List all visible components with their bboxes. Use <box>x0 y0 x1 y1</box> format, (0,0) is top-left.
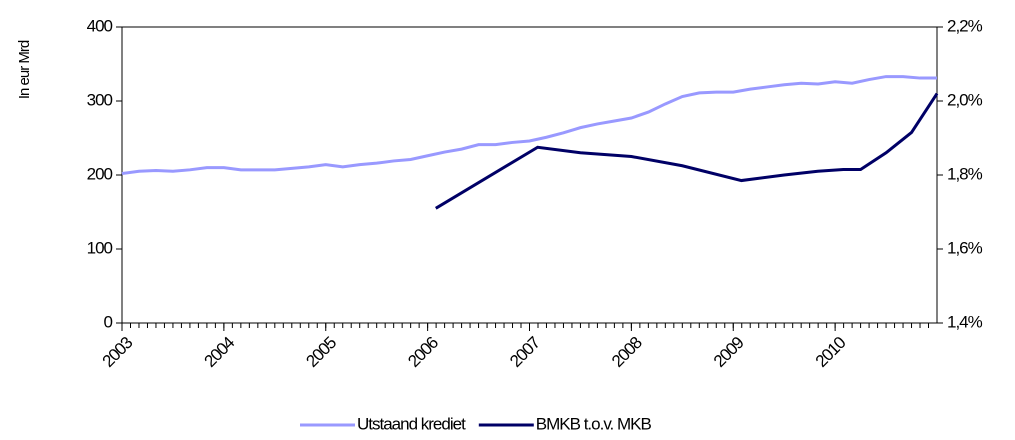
y-axis-label: In eur Mrd <box>16 40 33 99</box>
x-tick-label: 2010 <box>812 333 850 371</box>
y-tick-label: 100 <box>87 238 113 257</box>
x-tick-label: 2009 <box>710 333 748 371</box>
series-line <box>121 75 937 176</box>
y-tick-label: 200 <box>87 164 113 183</box>
x-tick-label: 2005 <box>302 333 340 371</box>
x-tick-label: 2004 <box>201 333 239 371</box>
x-tick-label: 2006 <box>404 333 442 371</box>
y2-tick-label: 1,8% <box>947 164 983 183</box>
legend-label: BMKB t.o.v. MKB <box>536 414 652 433</box>
x-tick-label: 2008 <box>608 333 646 371</box>
y2-tick-label: 2,0% <box>947 90 983 109</box>
series-line <box>435 92 939 210</box>
x-tick-label: 2007 <box>506 333 544 371</box>
y2-tick-label: 1,4% <box>947 312 983 331</box>
y-tick-label: 0 <box>104 312 113 331</box>
y-tick-label: 400 <box>87 16 113 35</box>
y2-tick-label: 1,6% <box>947 238 983 257</box>
y2-tick-label: 2,2% <box>947 16 983 35</box>
plot-area <box>121 26 938 324</box>
y-tick-label: 300 <box>87 90 113 109</box>
x-tick-label: 2003 <box>99 333 137 371</box>
legend-label: Utstaand krediet <box>357 414 466 433</box>
